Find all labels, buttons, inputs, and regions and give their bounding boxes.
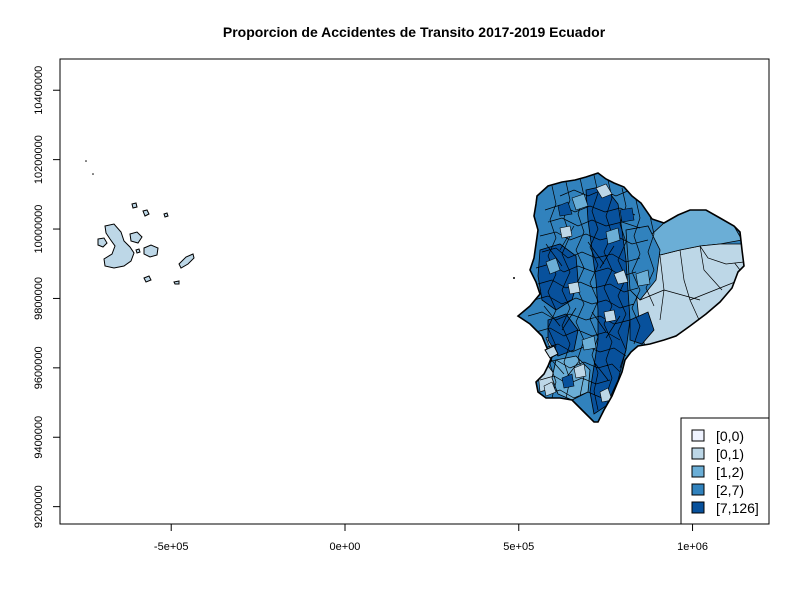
legend-swatch	[691, 447, 705, 460]
legend-label: [1,2)	[716, 464, 744, 480]
map-title: Proporcion de Accidentes de Transito 201…	[223, 24, 606, 40]
ecuador-mainland	[513, 172, 745, 423]
legend-label: [2,7)	[716, 482, 744, 498]
y-tick-label: 10000000	[33, 205, 45, 254]
floreana-island	[143, 275, 152, 283]
canton-patch-mid-e	[635, 269, 651, 287]
x-tick-label: -5e+05	[154, 541, 189, 553]
y-tick-label: 9200000	[33, 485, 45, 528]
canton-patch-mid-b	[605, 227, 621, 245]
marchena-island	[142, 209, 150, 217]
isabela-island	[103, 223, 135, 269]
canton-patch-dark-c	[561, 373, 575, 389]
santa-cruz-island	[143, 244, 159, 258]
canton-patch-light-a	[595, 183, 613, 199]
west-dark-zone	[537, 243, 579, 311]
legend-swatch	[691, 465, 705, 478]
san-cristobal-island	[178, 253, 195, 269]
x-tick-label: 0e+00	[330, 541, 361, 553]
canton-patch-mid-c	[545, 257, 561, 275]
x-tick-label: 5e+05	[503, 541, 534, 553]
y-tick-label: 10200000	[33, 135, 45, 184]
canton-patch-light-c	[613, 269, 629, 285]
east-andes-dark	[629, 311, 655, 345]
santiago-island	[129, 231, 143, 244]
map-region-layer	[85, 160, 745, 423]
y-axis-ticks: 9200000 9400000 9600000 9800000 10000000 1020…	[33, 66, 60, 528]
y-tick-label: 10400000	[33, 66, 45, 115]
canton-patch-light-f	[573, 363, 587, 379]
legend-items: [0,0) [0,1) [1,2) [2,7) [7,126]	[691, 428, 759, 516]
legend-swatch	[691, 429, 705, 442]
legend: [0,0) [0,1) [1,2) [2,7) [7,126]	[680, 417, 770, 525]
canton-patch-light-d	[567, 281, 581, 295]
east-andes-zone	[625, 225, 661, 301]
legend-swatch	[691, 483, 705, 496]
galapagos-islands	[85, 160, 195, 285]
fernandina-island	[97, 237, 108, 248]
x-tick-label: 1e+06	[677, 541, 708, 553]
x-axis: -5e+05 0e+00 5e+05 1e+06	[154, 523, 708, 553]
canton-patch-light-e	[603, 309, 617, 323]
mainland-outline	[516, 172, 745, 423]
legend-swatch	[691, 501, 705, 514]
canton-patch-light-b	[559, 225, 573, 239]
canton-patch-dark-b	[619, 207, 635, 223]
genovesa-island	[163, 212, 169, 218]
pinzon-island	[135, 248, 141, 254]
darwin-island	[85, 160, 87, 162]
canton-patch-mid-d	[581, 335, 597, 351]
canton-patch-light-h	[543, 381, 557, 397]
y-tick-label: 9800000	[33, 277, 45, 320]
northeast-light-patch	[699, 243, 744, 265]
puna-island	[544, 345, 559, 359]
legend-label: [0,1)	[716, 446, 744, 462]
pinta-island	[131, 202, 138, 209]
y-tick-label: 9600000	[33, 346, 45, 389]
legend-label: [7,126]	[716, 500, 759, 516]
canton-patch-dark-a	[557, 201, 573, 217]
coastal-islet	[513, 277, 515, 279]
wolf-island	[92, 173, 94, 175]
y-axis: 9200000 9400000 9600000 9800000 10000000 1020…	[33, 66, 61, 528]
legend-label: [0,0)	[716, 428, 744, 444]
y-tick-label: 9400000	[33, 416, 45, 459]
canton-patch-mid-a	[571, 193, 589, 211]
x-axis-ticks: -5e+05 0e+00 5e+05 1e+06	[154, 524, 708, 553]
espanola-island	[173, 280, 180, 285]
